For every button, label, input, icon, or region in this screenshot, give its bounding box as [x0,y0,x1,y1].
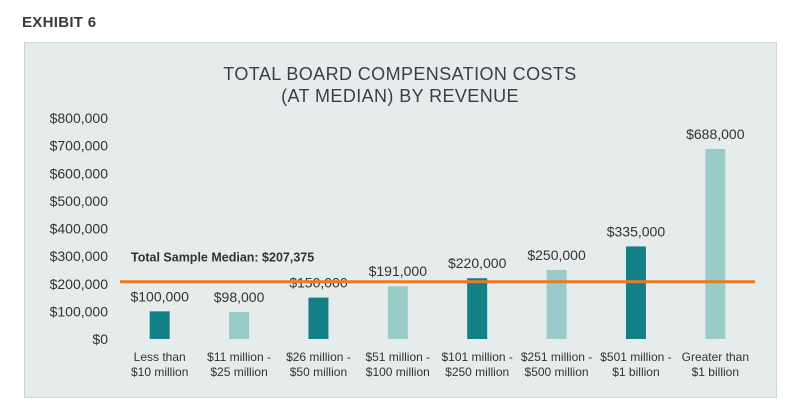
y-tick-label: $100,000 [50,303,109,319]
y-tick-label: $600,000 [50,165,109,181]
y-tick-label: $400,000 [50,221,109,237]
x-tick-label: Greater than [682,350,749,364]
bar [546,269,567,339]
x-tick-label: $500 million [525,365,589,379]
x-tick-label: $250 million [445,365,509,379]
y-axis: $0 $100,000 $200,000 $300,000 $400,000 $500,0… [50,110,109,347]
data-labels: $100,000$98,000$150,000$191,000$220,000$… [130,126,744,305]
x-tick-label: $11 million - [207,350,271,364]
x-tick-label: $1 billion [692,365,739,379]
y-tick-label: $500,000 [50,193,109,209]
x-tick-label: $10 million [131,365,188,379]
data-label: $220,000 [448,255,507,271]
chart-title-line-2: (AT MEDIAN) BY REVENUE [281,86,519,106]
x-tick-label: $1 billion [612,365,659,379]
y-tick-label: $800,000 [50,110,109,126]
chart-title-line-1: TOTAL BOARD COMPENSATION COSTS [223,64,577,84]
bars [149,148,726,339]
data-label: $335,000 [607,223,666,239]
exhibit-label: EXHIBIT 6 [22,14,97,31]
median-label: Total Sample Median: $207,375 [131,251,314,265]
x-tick-label: $51 million - [365,350,430,364]
data-label: $250,000 [527,247,586,263]
bar [229,311,250,339]
data-label: $100,000 [130,288,189,304]
x-tick-label: $100 million [366,365,430,379]
data-label: $688,000 [686,126,745,142]
median-line-group: Total Sample Median: $207,375 [120,251,755,284]
bar [467,278,488,339]
x-tick-label: $101 million - [442,350,513,364]
bar [308,297,329,339]
y-tick-label: $200,000 [50,276,109,292]
y-tick-label: $700,000 [50,138,109,154]
x-axis: Less than$10 million $11 million -$25 mil… [131,350,749,379]
bar [149,311,170,339]
bar [705,148,726,339]
x-tick-label: $25 million [210,365,267,379]
y-tick-label: $0 [92,331,108,347]
x-tick-label: $26 million - [286,350,351,364]
x-tick-label: $501 million - [600,350,671,364]
y-tick-label: $300,000 [50,248,109,264]
x-tick-label: $50 million [290,365,347,379]
x-tick-label: Less than [134,350,186,364]
bar [387,286,408,339]
data-label: $191,000 [369,263,428,279]
x-tick-label: $251 million - [521,350,592,364]
data-label: $98,000 [214,289,265,305]
bar [625,246,646,339]
